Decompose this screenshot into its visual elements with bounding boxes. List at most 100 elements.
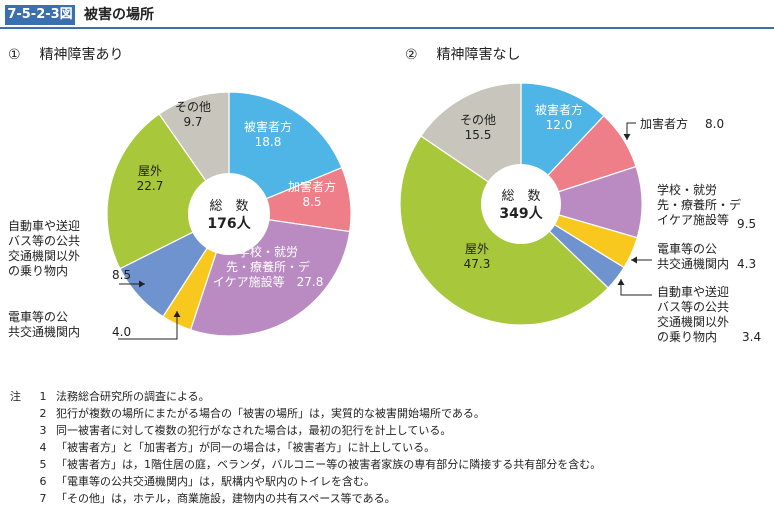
- label-line: 先・療養所・デ: [226, 259, 310, 274]
- slice-value: 8.0: [705, 117, 724, 131]
- slice-label: 自動車や送迎バス等の公共交通機関以外の乗り物内: [657, 284, 729, 344]
- label-line: 8.5: [302, 195, 321, 209]
- slice-label: その他 15.5: [460, 113, 496, 142]
- label-line: 8.5: [112, 268, 131, 282]
- note-number: 3: [39, 424, 47, 437]
- note-number: 5: [39, 458, 47, 471]
- label-line: 屋外: [138, 164, 162, 178]
- notes: 注 1 法務総合研究所の調査による。 2 犯行が複数の場所にまたがる場合の「被害の場所…: [10, 388, 770, 507]
- label-line: 3.4: [742, 330, 761, 344]
- callout-arrowhead: [617, 279, 625, 285]
- label-line: 学校・就労: [657, 182, 717, 197]
- slice-label: 被害者方 12.0: [535, 102, 583, 132]
- label-line: 22.7: [137, 179, 164, 193]
- note-line: 2 犯行が複数の場所にまたがる場合の「被害の場所」は，実質的な被害開始場所である。: [10, 405, 770, 422]
- callout-arrowhead: [623, 134, 631, 140]
- label-line: 15.5: [465, 128, 492, 142]
- slice-value: 3.4: [742, 330, 761, 344]
- note-line: 注 1 法務総合研究所の調査による。: [10, 388, 770, 405]
- note-number: 6: [39, 475, 47, 488]
- slice-label: 学校・就労先・療養所・デイケア施設等: [657, 182, 741, 227]
- slice-label: 自動車や送迎バス等の公共交通機関以外の乗り物内: [8, 218, 80, 278]
- label-line: イケア施設等: [657, 212, 729, 227]
- label-line: 4.3: [737, 257, 756, 271]
- label-line: 先・療養所・デ: [657, 197, 741, 212]
- label-line: 18.8: [255, 135, 282, 149]
- label-line: バス等の公共: [8, 234, 80, 248]
- figure-header: 7-5-2-3図 被害の場所: [0, 0, 774, 27]
- slice-label: その他 9.7: [175, 100, 211, 129]
- donut-hole: [188, 173, 270, 255]
- center-total: 176人: [207, 215, 251, 232]
- callout-arrowhead: [173, 311, 181, 317]
- label-line: イケア施設等 27.8: [213, 274, 324, 289]
- slice-label: 電車等の公共交通機関内: [657, 242, 729, 271]
- subtitle-1: ① 精神障害あり: [8, 44, 123, 64]
- subtitle-1-text: 精神障害あり: [39, 47, 124, 63]
- note-line: 6 「電車等の公共交通機関内」は，駅構内や駅内のトイレを含む。: [10, 473, 770, 490]
- callout-line: [118, 311, 178, 340]
- subtitle-2-number: ②: [405, 47, 418, 63]
- label-line: 共交通機関内: [657, 256, 729, 271]
- label-line: 電車等の公: [8, 310, 68, 324]
- note-number: 2: [39, 407, 47, 420]
- label-line: 共交通機関内: [8, 324, 80, 339]
- slice-label: 加害者方: [640, 116, 688, 131]
- slice-label: 屋外 22.7: [137, 164, 164, 193]
- label-line: 総 数: [501, 189, 540, 204]
- pie-slice: [106, 113, 230, 270]
- center-total: 349人: [499, 205, 543, 222]
- slice-label: 学校・就労先・療養所・デイケア施設等 27.8: [213, 244, 324, 289]
- label-line: その他: [460, 113, 496, 127]
- label-line: 交通機関以外: [8, 248, 80, 263]
- slice-value: 4.0: [112, 325, 131, 339]
- label-line: 学校・就労: [238, 244, 298, 259]
- label-line: 被害者方: [535, 102, 583, 117]
- label-line: バス等の公共: [657, 300, 729, 314]
- center-label: 総 数: [209, 199, 248, 214]
- label-line: 加害者方: [288, 179, 336, 194]
- center-label: 総 数: [501, 189, 540, 204]
- figure-title: 被害の場所: [84, 7, 154, 23]
- label-line: 交通機関以外: [657, 314, 729, 329]
- label-line: の乗り物内: [8, 264, 68, 278]
- slice-label: 加害者方 8.5: [288, 179, 336, 209]
- pie-slice: [228, 91, 343, 215]
- note-text: 同一被害者に対して複数の犯行がなされた場合は，最初の犯行を計上している。: [56, 424, 452, 437]
- donut-hole: [481, 164, 561, 244]
- subtitle-1-number: ①: [8, 47, 21, 63]
- note-text: 「その他」は，ホテル，商業施設，建物内の共有スペース等である。: [56, 492, 396, 505]
- note-text: 「被害者方」は，1階住居の庭，ベランダ，バルコニー等の被害者家族の専有部分に隣接…: [56, 458, 602, 471]
- note-line: 4 「被害者方」と「加害者方」が同一の場合は，「被害者方」に計上している。: [10, 439, 770, 456]
- label-line: 4.0: [112, 325, 131, 339]
- slice-label: 被害者方 18.8: [244, 119, 292, 149]
- notes-prefix: 注: [10, 390, 21, 403]
- label-line: 8.0: [705, 117, 724, 131]
- figure-number: 7-5-2-3図: [5, 5, 75, 25]
- header-rule: [0, 27, 774, 29]
- note-line: 5 「被害者方」は，1階住居の庭，ベランダ，バルコニー等の被害者家族の専有部分に隣…: [10, 456, 770, 473]
- label-line: その他: [175, 100, 211, 114]
- note-line: 3 同一被害者に対して複数の犯行がなされた場合は，最初の犯行を計上している。: [10, 422, 770, 439]
- note-text: 犯行が複数の場所にまたがる場合の「被害の場所」は，実質的な被害開始場所である。: [56, 407, 485, 420]
- label-line: 9.7: [183, 115, 202, 129]
- label-line: 自動車や送迎: [657, 284, 729, 299]
- label-line: 9.5: [737, 217, 756, 231]
- label-line: の乗り物内: [657, 330, 717, 344]
- callout-line: [620, 279, 652, 296]
- label-line: 47.3: [464, 257, 491, 271]
- note-number: 4: [39, 441, 47, 454]
- label-line: 加害者方: [640, 116, 688, 131]
- note-number: 7: [39, 492, 47, 505]
- label-line: 349人: [499, 205, 543, 222]
- note-number: 1: [39, 390, 47, 403]
- label-line: 屋外: [465, 242, 489, 256]
- subtitle-2-text: 精神障害なし: [436, 47, 521, 63]
- note-text: 法務総合研究所の調査による。: [56, 390, 210, 403]
- label-line: 総 数: [209, 199, 248, 214]
- slice-value: 9.5: [737, 217, 756, 231]
- note-line: 7 「その他」は，ホテル，商業施設，建物内の共有スペース等である。: [10, 490, 770, 507]
- label-line: 自動車や送迎: [8, 218, 80, 233]
- subtitle-2: ② 精神障害なし: [405, 44, 520, 64]
